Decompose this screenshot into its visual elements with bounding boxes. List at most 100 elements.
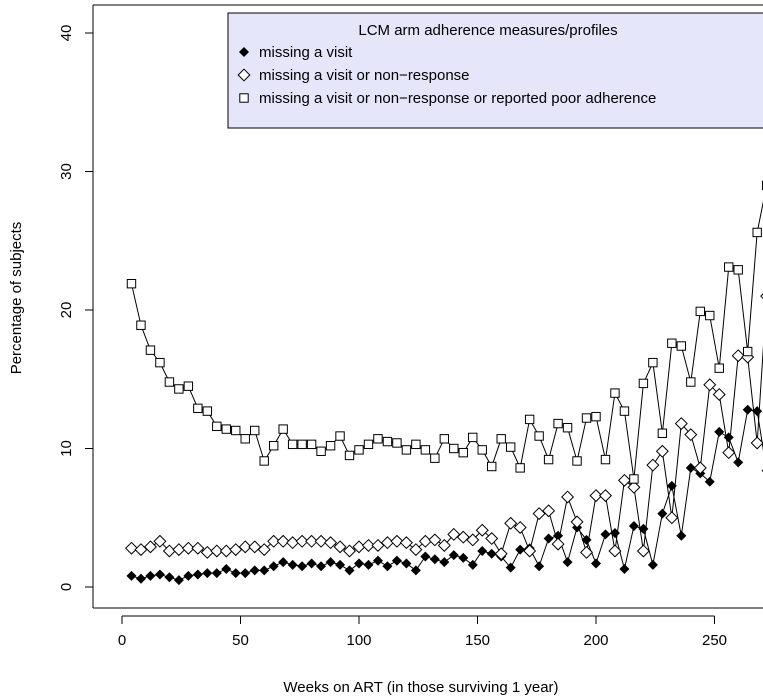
data-point [124,541,138,555]
data-point [259,565,270,576]
data-point [524,414,535,425]
x-axis: 0 50 100 150 200 250 [118,615,727,649]
data-point [372,555,383,566]
data-point [354,445,364,455]
data-point [485,532,499,546]
data-point [343,544,357,558]
data-point [608,544,622,558]
data-point [155,357,165,368]
legend-marker [238,46,250,58]
legend-label: missing a visit or non−response [259,67,470,84]
data-point [136,320,146,330]
series-3 [126,180,763,484]
data-point [409,543,423,557]
y-axis-title: Percentage of subjects [8,222,25,375]
data-point [742,404,753,415]
data-point [134,543,148,557]
data-point [515,544,526,555]
data-point [636,544,650,558]
data-point [401,558,412,569]
data-point [221,563,232,575]
data-point [219,544,233,558]
data-point [714,363,724,373]
data-point [314,534,328,548]
x-tick-label: 50 [232,632,249,649]
data-point [676,530,687,541]
data-point [505,442,516,452]
data-point [363,439,374,450]
data-point [211,568,222,579]
data-point [439,434,450,444]
data-point [278,424,288,434]
x-tick-label: 0 [118,632,126,649]
data-point [676,341,687,351]
data-point [192,569,203,580]
data-point [467,559,478,570]
data-point [420,445,431,455]
data-point [333,540,347,554]
data-point [126,570,137,581]
data-point [532,507,546,521]
data-point [456,530,470,544]
data-point [486,548,497,559]
data-point [353,558,365,569]
data-point [589,489,603,503]
data-point [391,555,402,566]
series-1 [126,404,763,586]
data-point [542,504,556,518]
data-point [221,424,231,434]
data-point [693,461,707,475]
data-point [562,423,573,433]
series-2 [124,293,763,561]
data-point [428,533,442,547]
data-point [306,439,317,450]
data-point [628,521,639,532]
y-tick-label: 30 [58,163,75,180]
data-point [240,568,251,579]
data-point [695,306,705,317]
data-point [411,439,421,450]
data-point [172,543,186,557]
data-point [401,445,412,455]
data-point [458,552,469,563]
data-point [703,378,717,392]
data-point [534,431,544,441]
data-point [657,508,668,519]
data-point [665,511,679,525]
legend-marker [237,68,251,82]
data-point [361,538,375,552]
series-layer [124,180,763,586]
data-point [267,534,281,548]
data-point [570,515,584,529]
data-point [705,310,715,321]
data-point [543,533,554,544]
data-point [286,536,300,550]
data-point [174,384,184,394]
legend-label: missing a visit [259,44,353,61]
data-point [619,406,630,416]
data-point [183,381,194,391]
data-point [229,543,243,557]
x-tick-label: 250 [702,632,727,649]
legend-label: missing a visit or non−response or repor… [259,90,656,107]
data-point [380,536,394,550]
data-point [250,425,260,436]
x-tick-label: 200 [583,632,608,649]
data-point [268,561,279,572]
data-point [619,563,630,575]
y-tick-label: 20 [58,302,75,319]
data-point [153,534,167,548]
data-point [212,421,222,432]
data-point [306,558,317,569]
data-point [183,570,194,581]
data-point [448,550,459,561]
data-point [505,562,516,573]
data-point [722,446,736,460]
data-point [202,568,213,579]
data-point [731,349,745,363]
data-point [515,463,525,473]
y-axis: 0 10 20 30 40 [58,25,94,591]
data-point [164,377,175,387]
data-point [164,572,175,583]
data-point [135,573,146,584]
